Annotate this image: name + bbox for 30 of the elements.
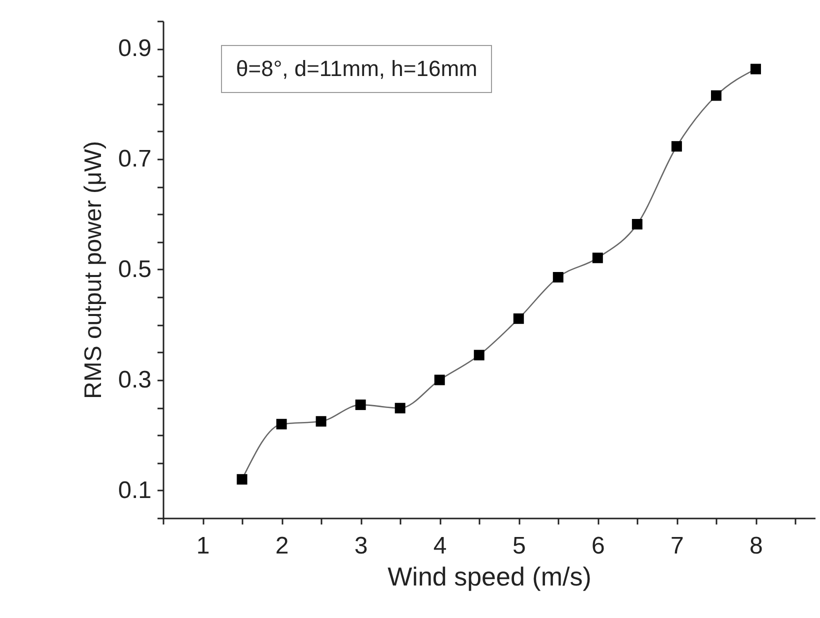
point xyxy=(394,402,406,414)
x-tick-label: 3 xyxy=(354,532,368,560)
point xyxy=(276,418,287,430)
x-tick-label: 2 xyxy=(275,532,289,560)
point xyxy=(474,350,484,360)
point xyxy=(434,374,445,386)
point xyxy=(710,90,722,101)
x-tick-label: 7 xyxy=(670,532,684,560)
point xyxy=(513,313,524,324)
x-tick-label: 4 xyxy=(433,532,447,560)
point xyxy=(592,252,603,264)
point xyxy=(236,474,248,485)
point xyxy=(316,416,326,427)
y-tick-label: 0.9 xyxy=(118,35,152,62)
x-axis-title: Wind speed (m/s) xyxy=(388,562,592,592)
point xyxy=(552,272,564,282)
x-tick-label: 8 xyxy=(750,532,763,560)
x-tick-label: 6 xyxy=(591,532,605,560)
y-tick-label: 0.7 xyxy=(118,146,152,173)
point xyxy=(750,64,761,74)
x-tick-label: 1 xyxy=(196,532,210,560)
annotation: θ=8°, d=11mm, h=16mm xyxy=(221,45,492,93)
point xyxy=(355,400,366,410)
y-tick-label: 0.5 xyxy=(118,256,152,283)
x-tick-label: 5 xyxy=(512,532,526,560)
point xyxy=(632,218,642,230)
y-axis-title: RMS output power (μW) xyxy=(80,141,108,399)
y-tick-label: 0.3 xyxy=(118,366,152,394)
point xyxy=(671,141,682,152)
y-tick-label: 0.1 xyxy=(118,476,152,504)
